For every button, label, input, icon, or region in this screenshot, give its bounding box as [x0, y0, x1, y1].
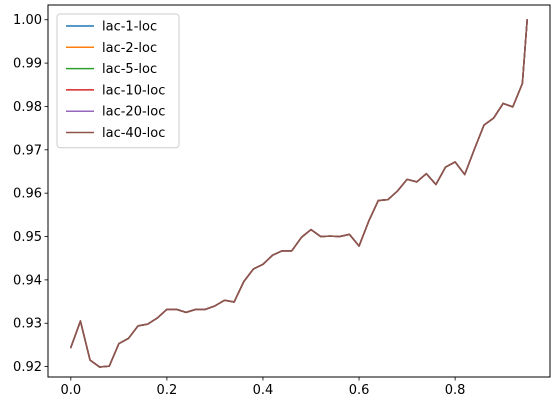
legend: lac-1-loc lac-2-loc lac-5-loc lac-10-loc lac…	[56, 13, 180, 149]
y-tick-label: 0.93	[13, 317, 42, 332]
x-tick-label: 0.4	[253, 383, 274, 398]
legend-label-lac-5-loc: lac-5-loc	[102, 62, 157, 77]
x-tick-label: 0.2	[157, 383, 178, 398]
legend-label-lac-20-loc: lac-20-loc	[102, 105, 165, 120]
legend-label-lac-10-loc: lac-10-loc	[102, 83, 165, 98]
series-lines	[70, 18, 528, 368]
series-line-lac-40-loc	[70, 18, 528, 368]
x-tick-label: 0.0	[60, 383, 81, 398]
plot-area-frame	[47, 4, 551, 378]
x-tick-label: 0.6	[349, 383, 370, 398]
legend-label-lac-40-loc: lac-40-loc	[102, 126, 165, 141]
x-tick-label: 0.8	[445, 383, 466, 398]
y-tick-label: 0.96	[13, 187, 42, 202]
legend-label-lac-2-loc: lac-2-loc	[102, 41, 157, 56]
y-tick-label: 0.92	[13, 360, 42, 375]
y-tick-label: 0.98	[13, 100, 42, 115]
y-tick-label: 0.97	[13, 143, 42, 158]
y-tick-label: 0.99	[13, 57, 42, 72]
axis-ticks: 0.0 0.2 0.4 0.6 0.8 0.92 0.93 0.94 0.95 0.96 0.97 0…	[13, 13, 465, 398]
legend-label-lac-1-loc: lac-1-loc	[102, 20, 157, 35]
y-tick-label: 0.94	[13, 273, 42, 288]
y-tick-label: 0.95	[13, 230, 42, 245]
y-tick-label: 1.00	[13, 13, 42, 28]
